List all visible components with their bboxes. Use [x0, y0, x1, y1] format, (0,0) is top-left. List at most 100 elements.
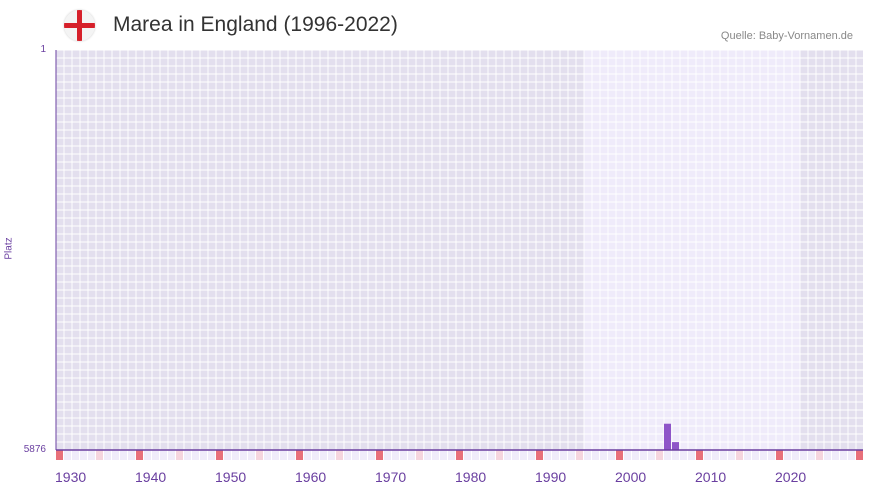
year-marker: [328, 450, 335, 460]
x-tick-label: 2020: [775, 469, 806, 485]
year-marker: [304, 450, 311, 460]
chart-title: Marea in England (1996-2022): [113, 13, 398, 36]
year-marker: [264, 450, 271, 460]
year-marker: [360, 450, 367, 460]
year-marker: [848, 450, 855, 460]
year-marker: [184, 450, 191, 460]
year-marker: [168, 450, 175, 460]
source-link[interactable]: Quelle: Baby-Vornamen.de: [720, 30, 853, 42]
year-marker: [280, 450, 287, 460]
x-tick-label: 2000: [615, 469, 646, 485]
year-marker: [608, 450, 615, 460]
year-marker: [144, 450, 151, 460]
year-marker: [440, 450, 447, 460]
year-marker: [344, 450, 351, 460]
year-marker: [104, 450, 111, 460]
year-marker: [672, 450, 679, 460]
year-marker: [224, 450, 231, 460]
year-marker: [712, 450, 719, 460]
year-marker: [720, 450, 727, 460]
year-marker: [576, 450, 583, 460]
year-marker: [520, 450, 527, 460]
year-marker: [296, 450, 303, 460]
year-marker: [416, 450, 423, 460]
year-marker: [432, 450, 439, 460]
year-marker: [808, 450, 815, 460]
year-marker: [704, 450, 711, 460]
year-marker: [120, 450, 127, 460]
year-marker: [240, 450, 247, 460]
year-marker: [200, 450, 207, 460]
year-marker: [656, 450, 663, 460]
year-marker: [464, 450, 471, 460]
year-marker: [208, 450, 215, 460]
bar-2006: [664, 423, 671, 450]
year-marker: [248, 450, 255, 460]
year-marker: [544, 450, 551, 460]
year-marker: [768, 450, 775, 460]
year-marker: [312, 450, 319, 460]
year-marker: [216, 450, 223, 460]
year-marker: [840, 450, 847, 460]
year-marker: [88, 450, 95, 460]
year-marker: [480, 450, 487, 460]
x-tick-label: 1960: [295, 469, 326, 485]
year-marker: [272, 450, 279, 460]
year-marker: [792, 450, 799, 460]
year-marker: [392, 450, 399, 460]
year-marker: [536, 450, 543, 460]
year-marker: [424, 450, 431, 460]
year-marker: [472, 450, 479, 460]
year-marker: [112, 450, 119, 460]
bar-2007: [672, 442, 679, 450]
year-marker: [648, 450, 655, 460]
year-marker: [552, 450, 559, 460]
year-marker: [624, 450, 631, 460]
year-marker: [160, 450, 167, 460]
year-marker: [728, 450, 735, 460]
year-marker: [680, 450, 687, 460]
year-marker: [504, 450, 511, 460]
year-marker: [56, 450, 63, 460]
year-marker: [448, 450, 455, 460]
year-marker: [320, 450, 327, 460]
year-marker: [784, 450, 791, 460]
y-tick-top: 1: [40, 44, 46, 55]
year-marker: [376, 450, 383, 460]
year-marker: [352, 450, 359, 460]
year-marker: [512, 450, 519, 460]
year-marker: [456, 450, 463, 460]
year-marker: [640, 450, 647, 460]
year-marker: [152, 450, 159, 460]
year-marker: [80, 450, 87, 460]
year-marker: [736, 450, 743, 460]
year-marker: [192, 450, 199, 460]
year-marker: [568, 450, 575, 460]
year-marker: [528, 450, 535, 460]
y-tick-bottom: 5876: [23, 444, 46, 455]
england-flag-icon: [64, 10, 95, 41]
year-marker: [408, 450, 415, 460]
year-marker: [800, 450, 807, 460]
x-tick-label: 1980: [455, 469, 486, 485]
year-marker: [384, 450, 391, 460]
x-tick-label: 1930: [55, 469, 86, 485]
year-marker: [368, 450, 375, 460]
year-marker: [664, 450, 671, 460]
year-marker: [760, 450, 767, 460]
year-marker: [752, 450, 759, 460]
year-marker: [592, 450, 599, 460]
year-marker: [688, 450, 695, 460]
year-marker: [232, 450, 239, 460]
year-marker: [136, 450, 143, 460]
year-marker: [72, 450, 79, 460]
year-marker: [832, 450, 839, 460]
year-marker: [600, 450, 607, 460]
year-marker: [584, 450, 591, 460]
year-marker: [96, 450, 103, 460]
x-tick-label: 1940: [135, 469, 166, 485]
year-marker: [824, 450, 831, 460]
year-marker: [856, 450, 863, 460]
x-tick-label: 1950: [215, 469, 246, 485]
year-marker: [336, 450, 343, 460]
